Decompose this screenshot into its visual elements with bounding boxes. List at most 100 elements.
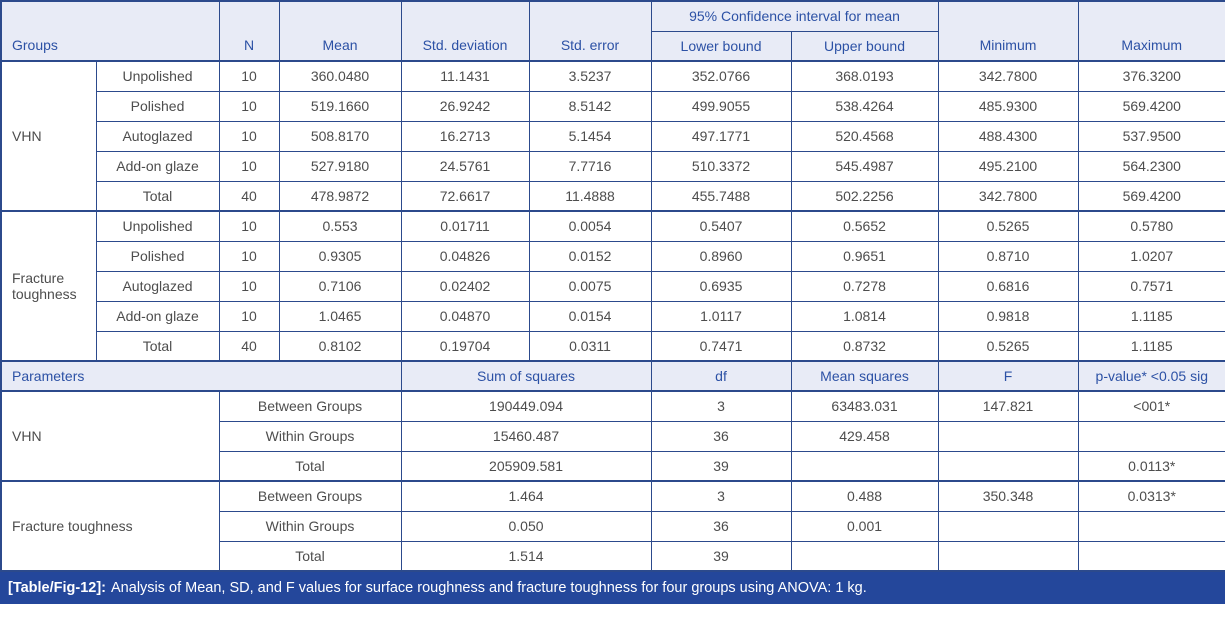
cell-min: 342.7800 xyxy=(937,60,1079,92)
cell-source: Between Groups xyxy=(218,390,402,422)
header-parameters: Parameters xyxy=(0,360,402,392)
cell-n: 10 xyxy=(218,120,280,152)
cell-lower: 1.0117 xyxy=(650,300,792,332)
cell-max: 1.1185 xyxy=(1077,300,1225,332)
cell-sum-of-squares: 15460.487 xyxy=(400,420,652,452)
cell-lower: 0.6935 xyxy=(650,270,792,302)
table-row: Total 1.514 39 xyxy=(1,540,1225,572)
cell-sum-of-squares: 205909.581 xyxy=(400,450,652,482)
cell-std-err: 0.0152 xyxy=(528,240,652,272)
cell-lower: 499.9055 xyxy=(650,90,792,122)
cell-source: Total xyxy=(218,450,402,482)
cell-p-value: 0.0113* xyxy=(1077,450,1225,482)
cell-n: 10 xyxy=(218,240,280,272)
table-row: Total 40 0.8102 0.19704 0.0311 0.7471 0.… xyxy=(1,330,1225,362)
cell-source: Total xyxy=(218,540,402,572)
cell-upper: 0.5652 xyxy=(790,210,939,242)
cell-std-err: 3.5237 xyxy=(528,60,652,92)
cell-condition: Autoglazed xyxy=(95,270,220,302)
cell-df: 39 xyxy=(650,540,792,572)
header-lower-bound: Lower bound xyxy=(650,30,792,62)
cell-mean-squares: 0.001 xyxy=(790,510,939,542)
cell-mean: 0.8102 xyxy=(278,330,402,362)
cell-p-value xyxy=(1077,420,1225,452)
cell-source: Between Groups xyxy=(218,480,402,512)
cell-min: 485.9300 xyxy=(937,90,1079,122)
cell-lower: 352.0766 xyxy=(650,60,792,92)
cell-mean: 508.8170 xyxy=(278,120,402,152)
cell-mean: 360.0480 xyxy=(278,60,402,92)
cell-n: 10 xyxy=(218,300,280,332)
cell-n: 10 xyxy=(218,90,280,122)
cell-std-err: 5.1454 xyxy=(528,120,652,152)
table-row: Total 205909.581 39 0.0113* xyxy=(1,450,1225,482)
cell-std-dev: 0.01711 xyxy=(400,210,530,242)
cell-df: 39 xyxy=(650,450,792,482)
table-row: Autoglazed 10 508.8170 16.2713 5.1454 49… xyxy=(1,120,1225,152)
table-row: Add-on glaze 10 1.0465 0.04870 0.0154 1.… xyxy=(1,300,1225,332)
cell-mean: 527.9180 xyxy=(278,150,402,182)
header-minimum: Minimum xyxy=(937,0,1079,62)
cell-std-dev: 0.04826 xyxy=(400,240,530,272)
cell-condition: Add-on glaze xyxy=(95,150,220,182)
cell-mean: 0.9305 xyxy=(278,240,402,272)
header-std-error: Std. error xyxy=(528,0,652,62)
cell-p-value: <001* xyxy=(1077,390,1225,422)
cell-std-dev: 11.1431 xyxy=(400,60,530,92)
cell-mean: 478.9872 xyxy=(278,180,402,212)
table-row: VHN Unpolished 10 360.0480 11.1431 3.523… xyxy=(0,60,1225,212)
caption-label: [Table/Fig-12]: xyxy=(8,580,107,596)
header-confidence-interval: 95% Confidence interval for mean xyxy=(650,0,939,32)
cell-max: 1.0207 xyxy=(1077,240,1225,272)
cell-df: 3 xyxy=(650,480,792,512)
cell-std-dev: 0.04870 xyxy=(400,300,530,332)
header-groups: Groups xyxy=(0,0,220,62)
cell-min: 495.2100 xyxy=(937,150,1079,182)
cell-f: 350.348 xyxy=(937,480,1079,512)
cell-min: 0.6816 xyxy=(937,270,1079,302)
table-row: VHN Between Groups 190449.094 3 63483.03… xyxy=(0,390,1225,482)
table-caption: [Table/Fig-12]: Analysis of Mean, SD, an… xyxy=(0,572,1225,604)
cell-df: 36 xyxy=(650,510,792,542)
table-row: Polished 10 519.1660 26.9242 8.5142 499.… xyxy=(1,90,1225,122)
cell-lower: 0.8960 xyxy=(650,240,792,272)
cell-upper: 538.4264 xyxy=(790,90,939,122)
cell-source: Within Groups xyxy=(218,510,402,542)
cell-max: 564.2300 xyxy=(1077,150,1225,182)
cell-mean-squares xyxy=(790,540,939,572)
table-row: Fracture toughness Unpolished 10 0.553 0… xyxy=(0,210,1225,362)
cell-n: 10 xyxy=(218,150,280,182)
cell-lower: 497.1771 xyxy=(650,120,792,152)
cell-mean-squares xyxy=(790,450,939,482)
cell-std-dev: 16.2713 xyxy=(400,120,530,152)
cell-upper: 0.7278 xyxy=(790,270,939,302)
header-maximum: Maximum xyxy=(1077,0,1225,62)
cell-mean: 519.1660 xyxy=(278,90,402,122)
header-f: F xyxy=(937,360,1079,392)
cell-p-value xyxy=(1077,510,1225,542)
cell-std-err: 7.7716 xyxy=(528,150,652,182)
cell-max: 537.9500 xyxy=(1077,120,1225,152)
cell-max: 376.3200 xyxy=(1077,60,1225,92)
table-header-row-1: Groups N Mean Std. deviation Std. error … xyxy=(0,0,1225,62)
cell-std-dev: 24.5761 xyxy=(400,150,530,182)
table-header-row-2: Lower bound Upper bound xyxy=(1,30,1225,62)
cell-mean-squares: 429.458 xyxy=(790,420,939,452)
cell-f xyxy=(937,510,1079,542)
cell-std-dev: 72.6617 xyxy=(400,180,530,212)
anova-header-row: Parameters Sum of squares df Mean square… xyxy=(0,360,1225,392)
cell-min: 342.7800 xyxy=(937,180,1079,212)
cell-upper: 0.8732 xyxy=(790,330,939,362)
cell-f: 147.821 xyxy=(937,390,1079,422)
cell-max: 569.4200 xyxy=(1077,90,1225,122)
cell-lower: 0.7471 xyxy=(650,330,792,362)
cell-n: 10 xyxy=(218,210,280,242)
cell-mean-squares: 0.488 xyxy=(790,480,939,512)
table-row: Fracture toughness Between Groups 1.464 … xyxy=(0,480,1225,572)
cell-lower: 510.3372 xyxy=(650,150,792,182)
caption-text: Analysis of Mean, SD, and F values for s… xyxy=(111,580,867,596)
cell-max: 1.1185 xyxy=(1077,330,1225,362)
cell-std-err: 11.4888 xyxy=(528,180,652,212)
cell-upper: 0.9651 xyxy=(790,240,939,272)
cell-mean: 1.0465 xyxy=(278,300,402,332)
